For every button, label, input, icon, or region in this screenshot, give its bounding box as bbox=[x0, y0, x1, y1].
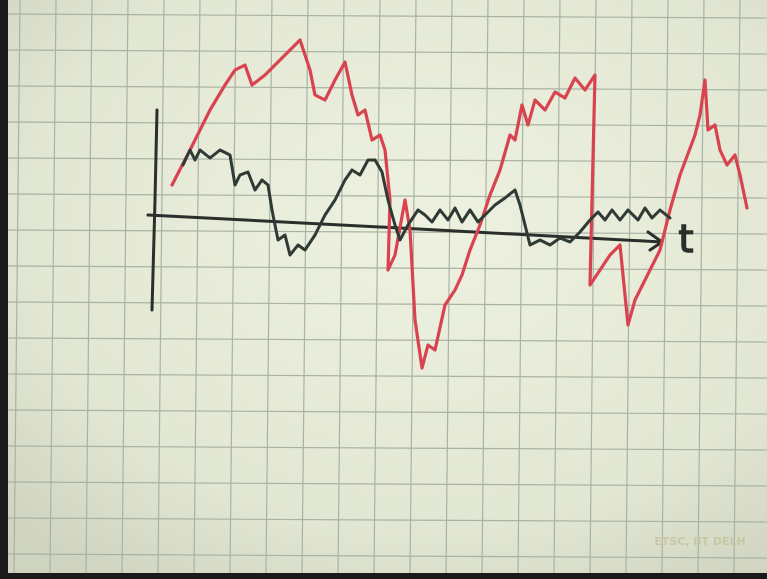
axis-label: t bbox=[679, 217, 694, 261]
page: t ETSC, IIT DELH (() => { const data = J… bbox=[0, 0, 767, 579]
photo: t ETSC, IIT DELH bbox=[0, 0, 767, 579]
paper bbox=[8, 0, 767, 573]
watermark: ETSC, IIT DELH bbox=[654, 535, 745, 548]
